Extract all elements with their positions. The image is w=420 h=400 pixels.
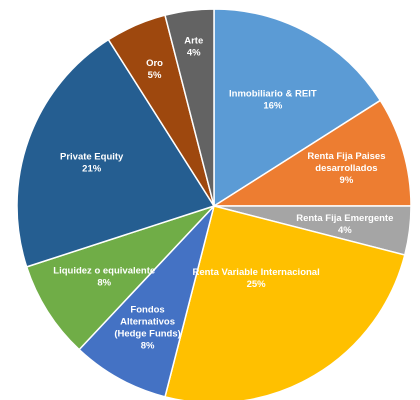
pie-slice-private-equity <box>16 38 216 268</box>
slice-category-label: Private Equity <box>60 152 124 163</box>
slice-value-label: 21% <box>82 164 102 175</box>
slice-label: Private Equity 21% <box>60 152 124 175</box>
labels-layer: Inmobiliario & REIT 16% Renta Fija Paises d… <box>53 35 393 351</box>
slice-value-label: 8% <box>97 277 111 288</box>
slice-label: Fondos Alternativos (Hedge Funds) 8% <box>114 304 181 351</box>
slice-label: Renta Fija Emergente 4% <box>296 213 393 236</box>
slice-value-label: 25% <box>247 279 267 290</box>
slice-value-label: 5% <box>148 70 162 81</box>
slice-label: Oro 5% <box>146 58 163 81</box>
slice-category-label: Arte <box>184 35 203 46</box>
slice-label: Arte 4% <box>184 35 203 58</box>
slice-category-label: Oro <box>146 58 163 69</box>
slice-category-label: Alternativos <box>120 316 175 327</box>
slice-value-label: 8% <box>141 340 155 351</box>
pie-slice-inmobiliario-reit <box>213 8 382 208</box>
slice-value-label: 9% <box>340 175 354 186</box>
slice-value-label: 4% <box>338 225 352 236</box>
slice-category-label: Liquidez o equivalente <box>53 265 155 276</box>
slice-label: Renta Fija Paises desarrollados 9% <box>307 151 385 186</box>
slices-layer <box>16 8 412 400</box>
slice-category-label: (Hedge Funds) <box>114 328 181 339</box>
pie-slice-liquidez-o-equivalente <box>25 205 215 351</box>
slice-label: Renta Variable Internacional 25% <box>192 267 319 290</box>
pie-slice-fondos-alternativos-hedge-funds <box>78 205 215 398</box>
slice-category-label: desarrollados <box>315 163 377 174</box>
slice-category-label: Fondos <box>130 304 164 315</box>
slice-category-label: Renta Fija Emergente <box>296 213 393 224</box>
slice-label: Inmobiliario & REIT 16% <box>229 89 317 112</box>
pie-slice-renta-fija-paises-desarrollados <box>211 99 412 207</box>
slice-category-label: Inmobiliario & REIT <box>229 89 317 100</box>
slice-label: Liquidez o equivalente 8% <box>53 265 155 288</box>
slice-category-label: Renta Variable Internacional <box>192 267 319 278</box>
pie-slice-arte <box>164 8 215 207</box>
slice-category-label: Renta Fija Paises <box>307 151 385 162</box>
slice-value-label: 4% <box>187 47 201 58</box>
slice-value-label: 16% <box>263 101 283 112</box>
pie-slice-renta-variable-internacional <box>164 205 406 400</box>
